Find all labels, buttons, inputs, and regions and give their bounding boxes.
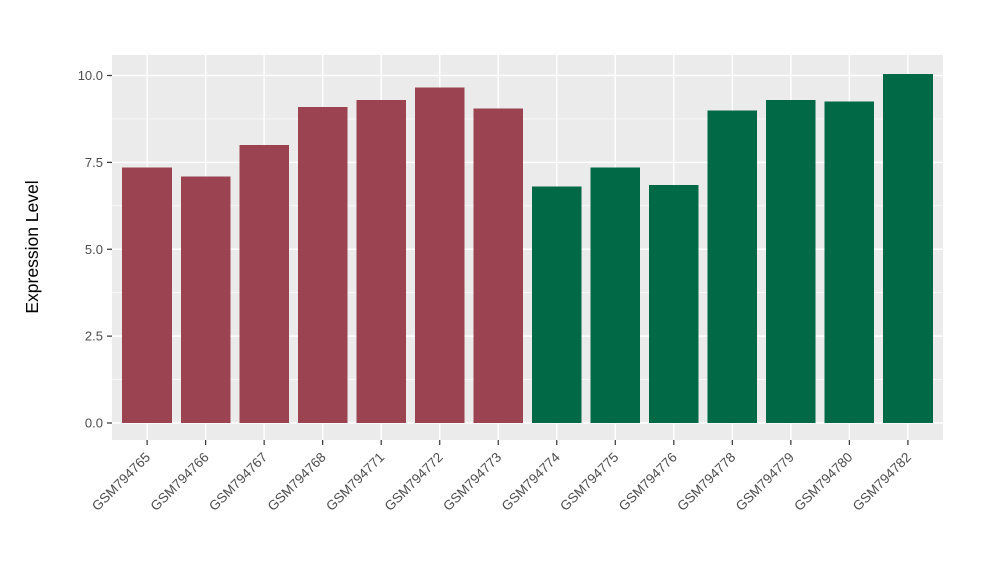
bars (122, 73, 933, 424)
x-tick-label: GSM794766 (148, 450, 212, 514)
plot-panel (112, 55, 943, 440)
y-axis-title: Expression Level (22, 180, 42, 313)
x-tick-label: GSM794775 (557, 450, 621, 514)
bar (883, 73, 933, 423)
bar (707, 110, 758, 423)
bar (531, 186, 582, 423)
x-tick-label: GSM794772 (382, 450, 446, 514)
bar (180, 176, 231, 423)
bar (473, 108, 524, 423)
x-tick-label: GSM794767 (206, 450, 270, 514)
bar (824, 101, 875, 423)
bar (414, 87, 465, 423)
x-tick-label: GSM794779 (733, 450, 797, 514)
x-tick-label: GSM794782 (850, 450, 914, 514)
x-tick-label: GSM794765 (89, 450, 153, 514)
x-tick-label: GSM794776 (616, 450, 680, 514)
bar (590, 167, 641, 423)
bar (239, 145, 290, 423)
x-tick-label: GSM794768 (265, 450, 329, 514)
x-tick-label: GSM794778 (674, 450, 738, 514)
y-tick-label: 7.5 (85, 155, 103, 170)
bar (765, 99, 816, 423)
y-tick-label: 5.0 (85, 242, 103, 257)
y-tick-label: 0.0 (85, 416, 103, 431)
bar (356, 99, 407, 423)
x-tick-label: GSM794780 (791, 450, 855, 514)
bar (648, 184, 699, 423)
x-tick-label: GSM794774 (499, 449, 564, 514)
bar (122, 167, 172, 423)
panel-background (112, 55, 943, 440)
bar (297, 106, 348, 424)
y-tick-label: 2.5 (85, 329, 103, 344)
y-tick-label: 10.0 (78, 68, 103, 83)
x-tick-label: GSM794773 (440, 450, 504, 514)
x-tick-label: GSM794771 (323, 450, 387, 514)
